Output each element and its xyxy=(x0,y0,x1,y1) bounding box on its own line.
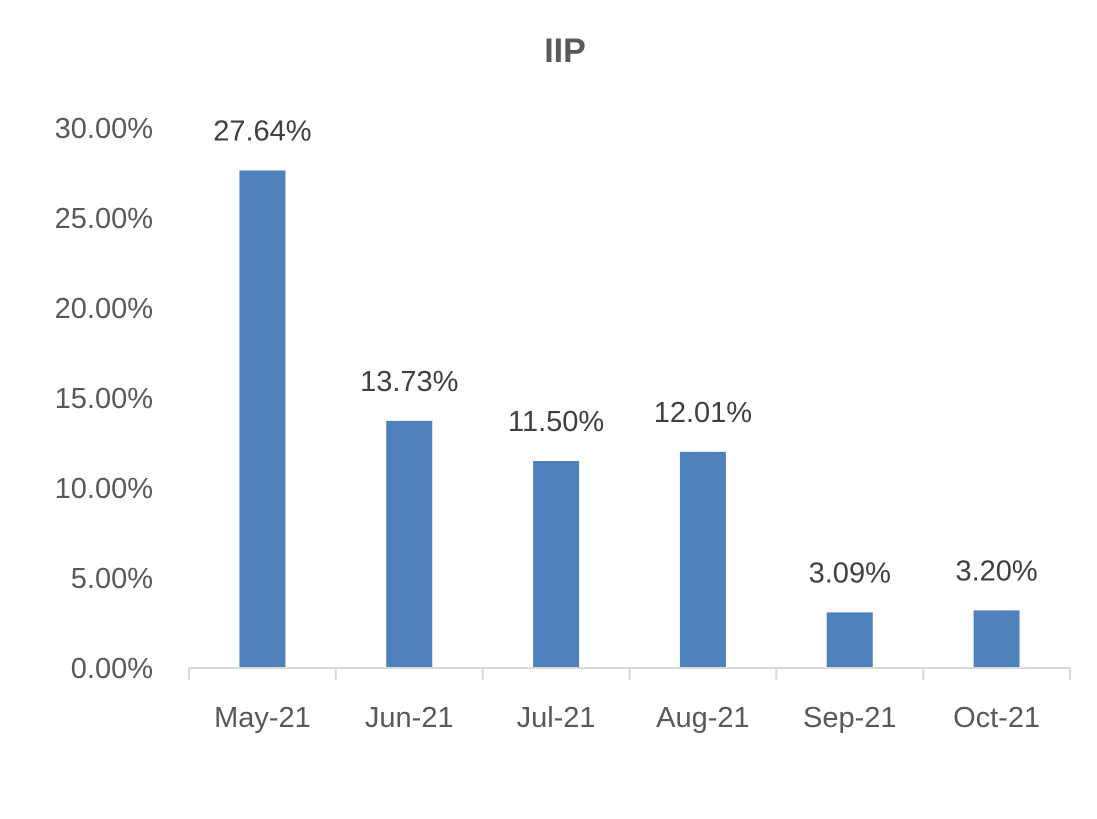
y-tick-label: 5.00% xyxy=(71,563,153,595)
x-tick-label: Oct-21 xyxy=(953,702,1040,734)
y-tick-label: 20.00% xyxy=(55,293,153,325)
bar xyxy=(826,612,873,668)
data-label: 3.20% xyxy=(955,555,1037,587)
x-tick-label: Aug-21 xyxy=(656,702,750,734)
bar xyxy=(239,170,286,669)
bar xyxy=(973,610,1020,668)
data-label: 11.50% xyxy=(508,406,604,438)
y-tick-label: 0.00% xyxy=(71,653,153,685)
y-tick-label: 15.00% xyxy=(55,383,153,415)
x-tick-label: Jul-21 xyxy=(517,702,596,734)
data-label: 13.73% xyxy=(360,366,458,398)
x-tick-label: Sep-21 xyxy=(803,702,897,734)
bar xyxy=(679,451,726,668)
x-tick-label: Jun-21 xyxy=(365,702,454,734)
y-tick-label: 25.00% xyxy=(55,203,153,235)
y-tick-label: 30.00% xyxy=(55,113,153,145)
chart-title: IIP xyxy=(544,32,586,70)
bar-series xyxy=(239,170,1020,669)
data-labels: 27.64% 13.73% 11.50% 12.01% 3.09% 3.20% xyxy=(213,115,1037,589)
data-label: 12.01% xyxy=(654,397,752,429)
bar xyxy=(386,420,433,668)
bar xyxy=(533,461,580,668)
y-tick-label: 10.00% xyxy=(55,473,153,505)
x-tick-label: May-21 xyxy=(214,702,311,734)
y-axis: 0.00% 5.00% 10.00% 15.00% 20.00% 25.00% 30.00% xyxy=(55,113,153,685)
data-label: 3.09% xyxy=(809,557,891,589)
data-label: 27.64% xyxy=(213,115,311,147)
x-axis: May-21 Jun-21 Jul-21 Aug-21 Sep-21 Oct-21 xyxy=(188,667,1071,734)
